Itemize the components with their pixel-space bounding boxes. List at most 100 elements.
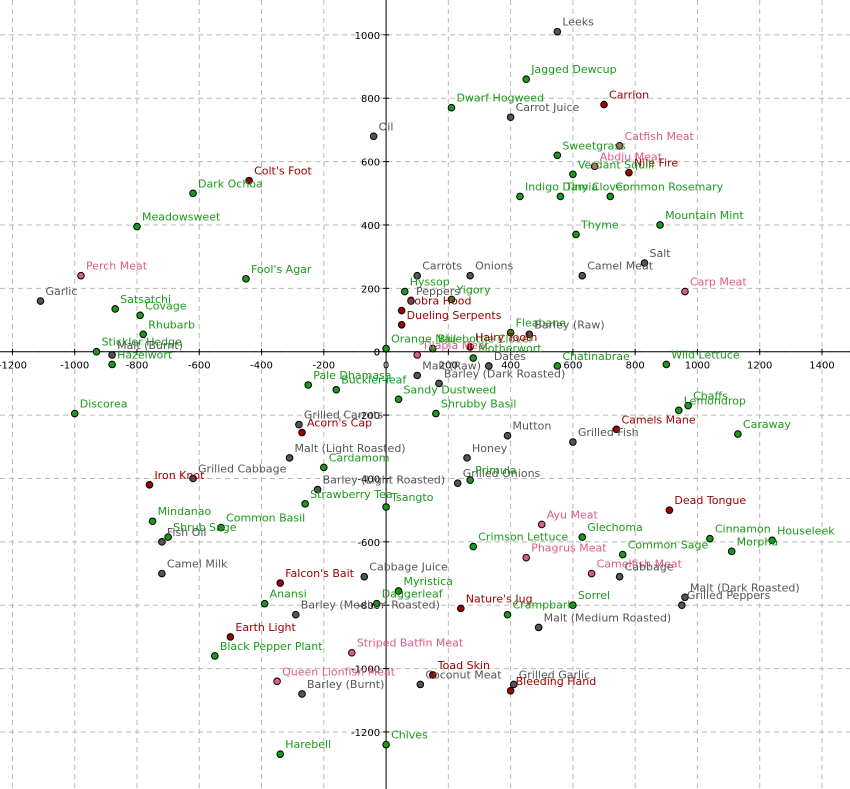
data-point (768, 536, 776, 545)
point-label: Malt (Raw) (422, 359, 481, 372)
point-label: Dead Tongue (674, 494, 746, 507)
data-point (189, 189, 197, 198)
point-label: Malt (Light Roasted) (295, 442, 406, 455)
data-point (273, 677, 281, 686)
data-point (148, 517, 157, 526)
data-point (260, 599, 269, 608)
point-label: Cabbage Juice (369, 561, 448, 574)
data-point (77, 271, 85, 280)
point-label: Stickler Hedge (102, 336, 183, 349)
y-tick-label: -800 (357, 601, 380, 612)
data-point (572, 230, 580, 239)
data-point (457, 604, 465, 613)
point-label: Sandy Dustweed (404, 383, 497, 396)
y-tick-label: -200 (357, 411, 380, 422)
data-point (706, 534, 714, 543)
point-label: Cardamom (329, 451, 390, 464)
point-label: Cobra Hood (407, 295, 472, 308)
y-tick-label: 1000 (355, 31, 380, 42)
point-label: Abdju Meat (600, 150, 663, 163)
point-label: Camel Meat (587, 260, 653, 273)
point-label: Salt (650, 247, 672, 260)
data-point (466, 271, 474, 280)
point-label: Tiny Clover (564, 180, 627, 193)
data-point (590, 162, 599, 171)
point-label: Catfish Meat (625, 130, 695, 143)
data-point (139, 330, 148, 339)
point-label: Dwarf Hogweed (456, 92, 544, 105)
data-point (108, 351, 116, 359)
point-label: Garlic (45, 285, 77, 298)
point-label: Common Rosemary (615, 180, 723, 193)
point-label: Yigory (455, 283, 491, 296)
point-label: Malt (Medium Roasted) (544, 611, 672, 624)
x-tick-label: 800 (626, 361, 645, 372)
data-point (301, 500, 309, 508)
data-point (553, 151, 562, 160)
point-label: Phagrus Meat (531, 542, 607, 555)
point-label: Wild Lettuce (671, 348, 740, 361)
point-label: Chatinabrae (562, 350, 630, 363)
data-point (618, 550, 627, 559)
point-label: Cinnamon (715, 523, 771, 536)
data-point (372, 599, 381, 608)
x-tick-label: -400 (250, 361, 273, 372)
point-label: Common Basil (226, 512, 305, 525)
point-label: Honey (472, 442, 508, 455)
data-point (382, 740, 390, 749)
data-point (615, 572, 624, 581)
data-point (413, 371, 422, 380)
point-label: Jagged Dewcup (530, 63, 616, 76)
data-point (537, 520, 546, 529)
point-label: Onions (475, 260, 513, 273)
point-label: Peppers (416, 285, 460, 298)
data-point (503, 431, 512, 440)
point-label: Coconut Meat (425, 668, 502, 681)
point-label: Black Pepper Plant (220, 640, 323, 653)
data-point (556, 192, 565, 201)
data-point (606, 192, 615, 201)
data-point (553, 362, 562, 370)
data-point (348, 648, 356, 657)
data-point (108, 360, 116, 369)
origin-label: 0 (374, 348, 380, 359)
point-label: Camelfish Meat (597, 558, 683, 571)
data-point (569, 438, 577, 446)
point-label: Ayu Meat (547, 508, 599, 521)
data-point (569, 170, 577, 179)
x-tick-label: 1400 (809, 361, 834, 372)
y-tick-label: 0 (374, 348, 380, 359)
point-label: Barley (Dark Roasted) (444, 367, 565, 380)
data-point (382, 503, 390, 511)
x-tick-label: 200 (439, 361, 458, 372)
point-label: Tilapia Meat (421, 339, 490, 352)
data-point (416, 680, 425, 689)
y-tick-label: 600 (361, 158, 380, 169)
data-point (158, 538, 166, 546)
point-label: Fish Oil (167, 526, 207, 539)
data-point (432, 409, 440, 418)
point-label: Chives (391, 729, 428, 742)
point-label: Bluebottle Clover (438, 333, 534, 346)
data-point (727, 547, 736, 556)
data-point (332, 385, 341, 394)
point-label: Dates (494, 350, 526, 363)
data-point (276, 750, 285, 758)
data-point (382, 344, 390, 353)
point-label: Perch Meat (86, 260, 148, 273)
point-label: Fool's Agar (251, 263, 312, 276)
data-point (485, 362, 493, 370)
data-point (516, 192, 524, 201)
data-point (469, 542, 478, 551)
data-point (640, 259, 649, 267)
data-point (164, 533, 172, 541)
point-label: Mutton (513, 420, 552, 433)
data-point (522, 553, 530, 562)
point-label: Barley (Raw) (534, 318, 604, 331)
point-label: Common Sage (628, 539, 709, 552)
y-tick-label: 200 (361, 284, 380, 295)
data-point (435, 379, 443, 388)
data-point (453, 479, 462, 488)
data-point (295, 420, 303, 429)
data-point (304, 381, 313, 389)
